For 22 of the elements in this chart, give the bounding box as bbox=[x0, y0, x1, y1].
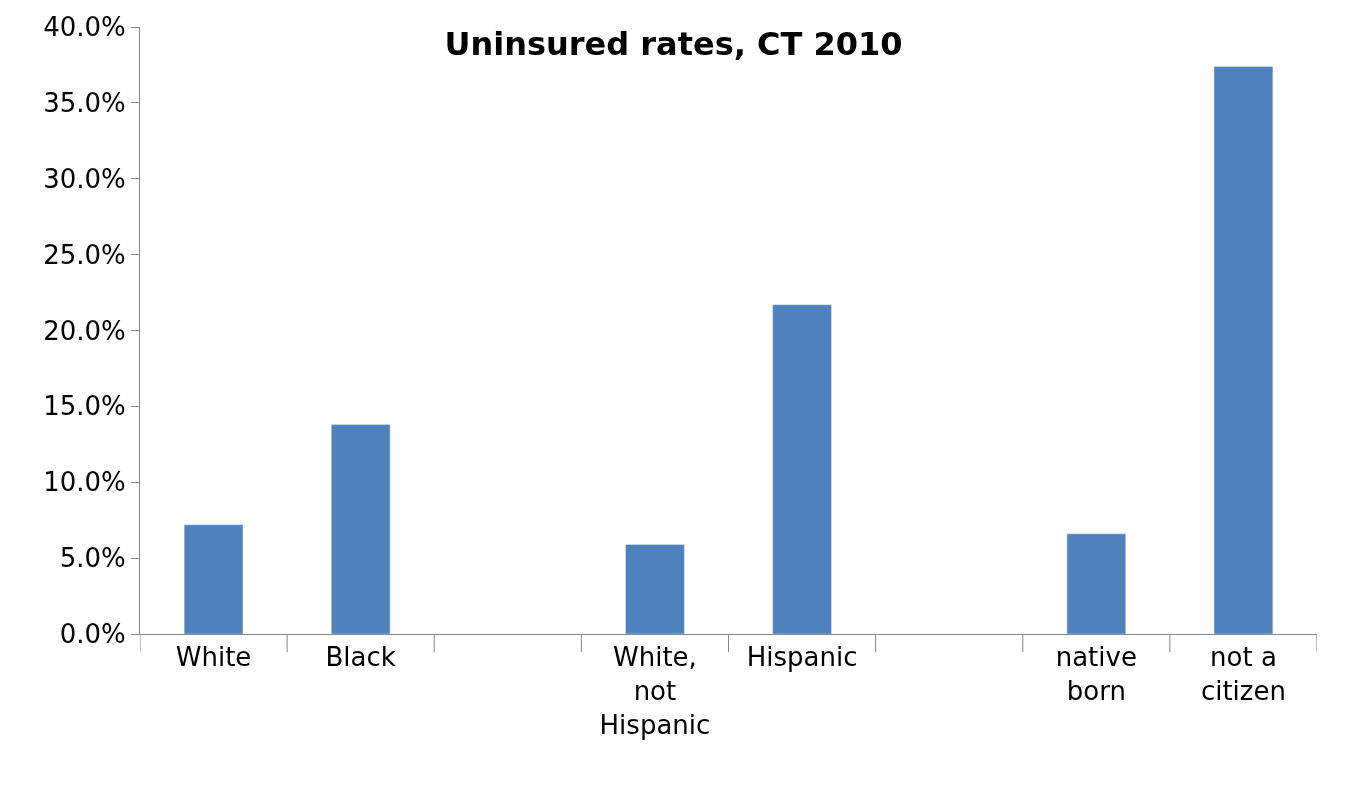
x-tick-label: White bbox=[175, 642, 252, 673]
y-tick-label: 0.0% bbox=[59, 619, 126, 650]
bar bbox=[625, 544, 685, 634]
bar bbox=[331, 424, 391, 634]
bar bbox=[772, 304, 832, 634]
bar bbox=[183, 524, 244, 634]
y-tick-label: 30.0% bbox=[43, 163, 126, 194]
y-tick-label: 25.0% bbox=[43, 239, 126, 270]
x-tick-label: Hispanic bbox=[746, 642, 858, 673]
y-tick-label: 35.0% bbox=[43, 87, 126, 118]
x-tick-label: White, not Hispanic bbox=[599, 642, 711, 740]
x-tick-label: Black bbox=[325, 642, 396, 673]
x-tick-label: not a citizen bbox=[1200, 642, 1286, 706]
bar bbox=[1066, 533, 1126, 634]
x-tick-label: native born bbox=[1055, 642, 1137, 706]
y-tick-label: 15.0% bbox=[43, 391, 126, 422]
y-tick-label: 5.0% bbox=[59, 543, 126, 574]
y-tick-label: 10.0% bbox=[43, 467, 126, 498]
chart-title: Uninsured rates, CT 2010 bbox=[444, 24, 903, 63]
bar bbox=[1213, 66, 1274, 634]
y-tick-label: 40.0% bbox=[43, 12, 126, 43]
y-tick-label: 20.0% bbox=[43, 315, 126, 346]
